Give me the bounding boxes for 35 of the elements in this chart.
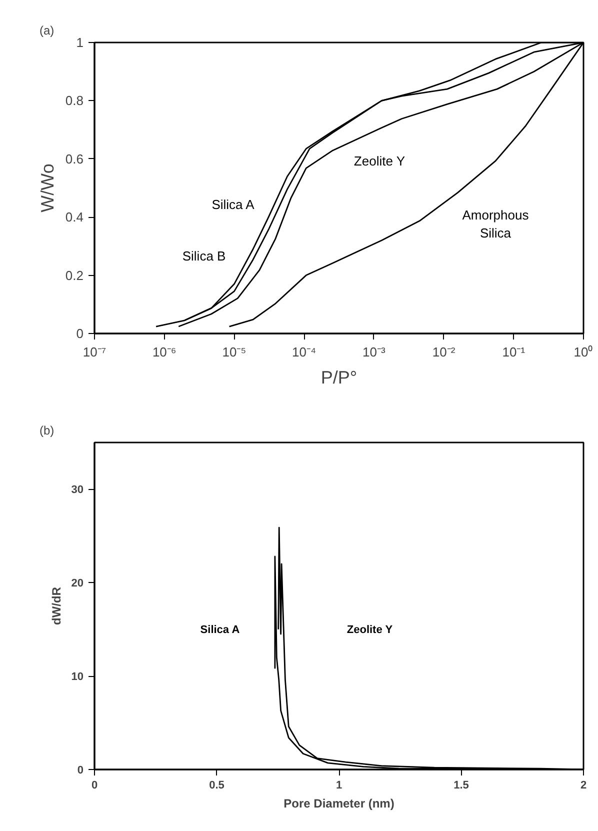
annotation: Silica A xyxy=(212,196,255,212)
y-tick-label: 30 xyxy=(71,484,84,496)
x-tick-label: 10⁻⁶ xyxy=(152,344,176,360)
x-tick-label: 10⁰ xyxy=(574,344,594,360)
x-tick-label: 1.5 xyxy=(454,780,469,792)
x-tick-label: 0.5 xyxy=(209,780,224,792)
y-tick-label: 0.2 xyxy=(65,268,84,283)
annotation: Silica A xyxy=(200,624,240,636)
y-tick-label: 10 xyxy=(71,671,84,684)
y-axis-title: dW/dR xyxy=(49,586,64,625)
annotation: Amorphous Silica xyxy=(462,207,530,240)
x-tick-label: 10⁻⁷ xyxy=(82,344,106,360)
x-tick-label: 10⁻⁴ xyxy=(292,344,316,360)
x-axis-title: P/P° xyxy=(320,368,358,388)
x-tick-label: 1 xyxy=(336,780,342,792)
annotation: Silica B xyxy=(182,248,226,264)
y-tick-label: 0.6 xyxy=(65,151,84,166)
x-tick-label: 2 xyxy=(580,780,587,792)
y-axis-title: W/Wo xyxy=(37,164,58,212)
annotation: Zeolite Y xyxy=(354,153,406,168)
x-axis-title: Pore Diameter (nm) xyxy=(284,796,394,810)
x-tick-label: 10⁻² xyxy=(432,344,456,360)
x-tick-label: 10⁻¹ xyxy=(502,344,526,360)
y-tick-label: 1 xyxy=(76,35,84,50)
annotation: Zeolite Y xyxy=(346,624,394,636)
y-tick-label: 0 xyxy=(76,326,84,341)
y-tick-label: 20 xyxy=(71,578,84,590)
chart-title: (a) xyxy=(40,24,54,38)
y-tick-label: 0 xyxy=(77,764,84,776)
x-tick-label: 0 xyxy=(91,780,98,792)
y-tick-label: 0.8 xyxy=(65,93,84,108)
x-tick-label: 10⁻⁵ xyxy=(222,344,246,360)
y-tick-label: 0.4 xyxy=(65,210,84,225)
x-tick-label: 10⁻³ xyxy=(362,344,386,360)
chart-title: (b) xyxy=(40,424,54,438)
